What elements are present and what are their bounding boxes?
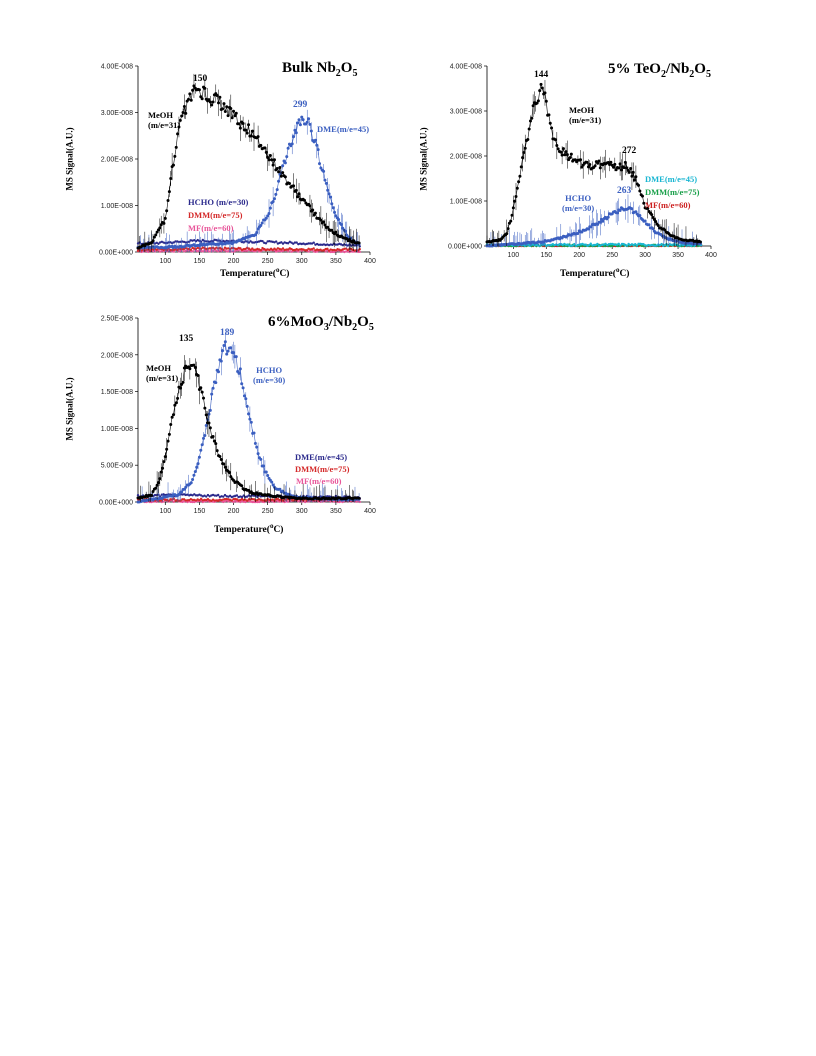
y-axis-label: MS Signal(A.U.)	[418, 127, 429, 191]
series-meoh-m-e-31-	[136, 73, 361, 252]
x-tick-label: 350	[672, 252, 684, 259]
x-tick-label: 400	[705, 252, 717, 259]
chart-title: Bulk Nb2O5	[282, 60, 358, 79]
series-label-hcho: HCHO (m/e=30)	[188, 197, 249, 207]
x-tick-label: 200	[573, 252, 585, 259]
series-label-dmm: DMM(m/e=75)	[188, 210, 243, 220]
y-tick-label: 1.00E-008	[101, 203, 133, 210]
y-tick-label: 4.00E-008	[101, 64, 133, 71]
peak-label-hcho: 263	[617, 186, 632, 196]
peak-label-dme: 299	[293, 100, 308, 110]
series-label-mf: MF(m/e=60)	[645, 200, 691, 210]
y-tick-label: 2.50E-008	[101, 316, 133, 323]
series-line	[137, 498, 360, 502]
x-axis-label: Temperature(oC)	[560, 266, 630, 280]
y-tick-label: 4.00E-008	[450, 64, 482, 71]
peak-label-meoh-2: 272	[622, 146, 637, 156]
x-axis-label: Temperature(oC)	[214, 522, 284, 536]
y-tick-label: 0.00E+000	[99, 500, 133, 507]
x-tick-label: 300	[639, 252, 651, 259]
series-line	[137, 364, 360, 500]
series-label-dme: DME(m/e=45)	[295, 452, 348, 462]
y-tick-label: 0.00E+000	[448, 244, 482, 251]
x-tick-label: 150	[194, 508, 206, 515]
x-axis-label: Temperature(oC)	[220, 266, 290, 280]
y-tick-label: 1.00E-008	[450, 199, 482, 206]
series-dmm-m-e-75-	[136, 497, 361, 503]
series-label-meoh: MeOH (m/e=31)	[148, 110, 181, 130]
chart-bulk-nb2o5: 0.00E+000 1.00E-008 2.00E-008 3.00E-008 4.00…	[65, 58, 390, 290]
x-tick-label: 300	[296, 508, 308, 515]
x-tick-label: 150	[194, 258, 206, 265]
series-label-dme: DME(m/e=45)	[645, 174, 698, 184]
series-label-mf: MF(m/e=60)	[188, 223, 234, 233]
x-tick-label: 100	[159, 258, 171, 265]
x-tick-label: 250	[262, 508, 274, 515]
series-line	[486, 83, 701, 243]
y-tick-label: 5.00E-009	[101, 463, 133, 470]
series-line	[137, 239, 361, 247]
y-tick-label: 0.00E+000	[99, 250, 133, 257]
chart-b-plot: 0.00E+000 1.00E-008 2.00E-008 3.00E-008 4.00…	[448, 64, 717, 260]
peak-label-meoh: 144	[534, 70, 549, 80]
x-tick-label: 100	[508, 252, 520, 259]
x-tick-label: 350	[330, 258, 342, 265]
series-label-hcho: HCHO (m/e=30)	[562, 193, 595, 213]
x-tick-label: 250	[262, 258, 274, 265]
series-label-dme: DME(m/e=45)	[317, 124, 370, 134]
x-tick-label: 400	[364, 508, 376, 515]
axes: 0.00E+000 1.00E-008 2.00E-008 3.00E-008 4.00…	[99, 64, 376, 266]
peak-label-meoh: 135	[179, 334, 194, 344]
y-tick-label: 2.00E-008	[101, 352, 133, 359]
series-line	[137, 116, 360, 249]
x-tick-label: 200	[228, 508, 240, 515]
y-axis-label: MS Signal(A.U.)	[64, 127, 75, 191]
chart-title: 5% TeO2/Nb2O5	[608, 61, 711, 80]
series-label-hcho: HCHO (m/e=30)	[253, 365, 286, 385]
x-tick-label: 350	[330, 508, 342, 515]
chart-c-plot: 0.00E+000 5.00E-009 1.00E-008 1.50E-008 2.00…	[99, 316, 376, 516]
y-tick-label: 2.00E-008	[450, 154, 482, 161]
series-label-meoh: MeOH (m/e=31)	[569, 105, 602, 125]
x-tick-label: 150	[540, 252, 552, 259]
peak-label-meoh: 150	[193, 74, 208, 84]
y-tick-label: 1.00E-008	[101, 426, 133, 433]
series-label-meoh: MeOH (m/e=31)	[146, 363, 179, 383]
y-tick-label: 1.50E-008	[101, 389, 133, 396]
chart-teo2-nb2o5: 0.00E+000 1.00E-008 2.00E-008 3.00E-008 4.00…	[419, 58, 722, 290]
series-label-mf: MF(m/e=60)	[296, 476, 342, 486]
y-tick-label: 2.00E-008	[101, 157, 133, 164]
chart-moo3-nb2o5: 0.00E+000 5.00E-009 1.00E-008 1.50E-008 2.00…	[65, 308, 390, 540]
y-axis-label: MS Signal(A.U.)	[64, 377, 75, 441]
series-label-dmm: DMM(m/e=75)	[295, 464, 350, 474]
x-tick-label: 400	[364, 258, 376, 265]
chart-a-plot: 0.00E+000 1.00E-008 2.00E-008 3.00E-008 4.00…	[99, 64, 376, 266]
peak-label-hcho: 189	[220, 328, 235, 338]
series-dme-m-e-45-	[136, 109, 361, 252]
x-tick-label: 200	[228, 258, 240, 265]
y-tick-label: 3.00E-008	[450, 109, 482, 116]
series-meoh-m-e-31-	[485, 80, 702, 246]
series-line	[137, 85, 360, 249]
x-tick-label: 100	[159, 508, 171, 515]
y-tick-label: 3.00E-008	[101, 110, 133, 117]
series-label-dmm: DMM(m/e=75)	[645, 187, 700, 197]
x-tick-label: 250	[606, 252, 618, 259]
series-line	[137, 247, 360, 252]
chart-title: 6%MoO3/Nb2O5	[268, 314, 374, 333]
series-meoh-m-e-31-	[136, 355, 361, 502]
x-tick-label: 300	[296, 258, 308, 265]
